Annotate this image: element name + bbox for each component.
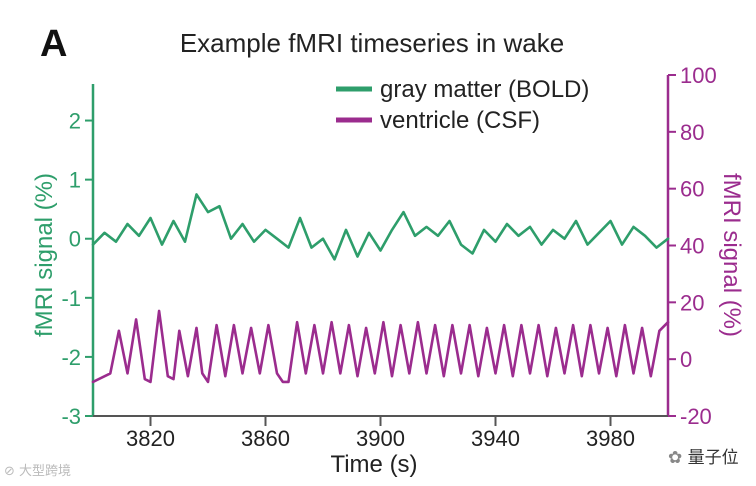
y-left-tick-label: -1 xyxy=(61,286,81,311)
watermark-right-text: 量子位 xyxy=(687,448,739,468)
y-right-tick-label: 20 xyxy=(680,290,704,315)
y-left-tick-label: -2 xyxy=(61,345,81,370)
y-left-tick-label: 1 xyxy=(69,168,81,193)
watermark-left-text: 大型跨境 xyxy=(19,464,72,479)
y-right-tick-label: 40 xyxy=(680,234,704,259)
y-left-tick-label: 2 xyxy=(69,109,81,134)
y-right-tick-label: -20 xyxy=(680,404,712,429)
y-right-tick-label: 80 xyxy=(680,120,704,145)
x-tick-label: 3860 xyxy=(241,426,290,451)
series-line-csf xyxy=(91,309,670,384)
panel-letter: A xyxy=(40,23,67,65)
y-right-tick-label: 0 xyxy=(680,347,692,372)
ticks: 3820 3860 3900 3940 3980 -3 -2 -1 0 1 2 -20 0 20 40 60 8… xyxy=(61,63,716,451)
watermark-left-icon: ⊘ xyxy=(4,464,20,479)
y-axis-label-right: fMRI signal (%) xyxy=(718,173,745,337)
y-right-tick-label: 100 xyxy=(680,63,717,88)
y-right-tick-label: 60 xyxy=(680,177,704,202)
chart-title: Example fMRI timeseries in wake xyxy=(180,28,564,58)
series-layer xyxy=(91,193,670,384)
x-axis-label: Time (s) xyxy=(330,451,417,478)
x-tick-label: 3940 xyxy=(471,426,520,451)
legend: gray matter (BOLD) ventricle (CSF) xyxy=(336,76,589,134)
watermark-right: ✿ 量子位 xyxy=(668,443,739,468)
x-tick-label: 3900 xyxy=(356,426,405,451)
y-axis-label-left: fMRI signal (%) xyxy=(31,173,58,337)
x-tick-label: 3820 xyxy=(126,426,175,451)
wechat-icon: ✿ xyxy=(668,448,688,468)
watermark-left: ⊘ 大型跨境 xyxy=(4,460,71,479)
y-left-tick-label: 0 xyxy=(69,227,81,252)
series-line-bold xyxy=(91,193,670,261)
legend-label-csf: ventricle (CSF) xyxy=(380,107,540,134)
legend-label-bold: gray matter (BOLD) xyxy=(380,76,589,103)
y-left-tick-label: -3 xyxy=(61,404,81,429)
x-tick-label: 3980 xyxy=(586,426,635,451)
